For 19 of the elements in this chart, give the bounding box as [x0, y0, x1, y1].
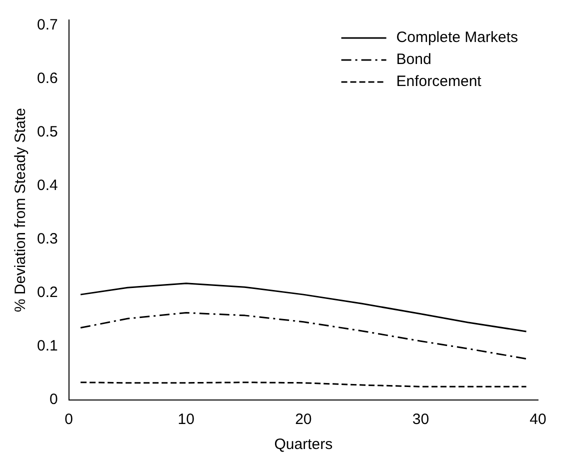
y-tick-label: 0.7 [36, 16, 58, 34]
y-tick-label: 0.1 [36, 338, 58, 355]
x-tick-label: 20 [295, 411, 312, 428]
y-tick-label: 0.6 [36, 70, 58, 88]
legend-label: Bond [396, 51, 432, 68]
x-axis-title: Quarters [274, 436, 333, 454]
line-series [80, 312, 528, 360]
y-tick-label: 0.2 [36, 284, 58, 302]
y-axis-title: % Deviation from Steady State [12, 108, 30, 312]
x-tick-label: 40 [530, 411, 546, 428]
x-tick-label: 30 [412, 411, 430, 428]
y-tick-label: 0.5 [36, 124, 58, 141]
legend-label: Complete Markets [396, 29, 518, 46]
x-tick-label: 10 [178, 411, 194, 428]
y-tick-label: 0.3 [36, 230, 58, 248]
legend-label: Enforcement [396, 73, 482, 90]
x-tick-label: 0 [64, 411, 74, 428]
y-tick-label: 0.4 [36, 177, 58, 194]
y-tick-label: 0 [50, 391, 58, 408]
